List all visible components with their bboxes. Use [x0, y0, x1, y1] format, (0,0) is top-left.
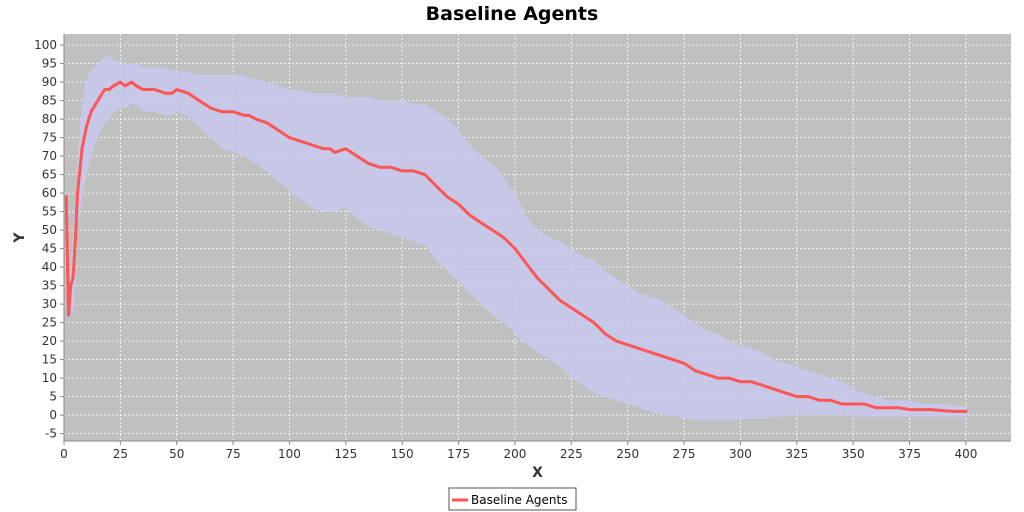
y-tick-label: 30: [42, 297, 57, 311]
x-tick-label: 150: [391, 447, 414, 461]
confidence-band-area: [66, 56, 966, 421]
y-ticks: -5 0 5 10 15 20 25 30 35 40 45 50 55 60 65 70 75 80 85 90 95…: [34, 38, 64, 441]
x-tick-label: 300: [729, 447, 752, 461]
y-tick-label: 100: [34, 38, 57, 52]
y-tick-label: 85: [42, 94, 57, 108]
series-line-baseline-agents: [64, 80, 968, 413]
y-tick-label: 55: [42, 205, 57, 219]
x-ticks: 0 25 50 75 100 125 150 175 200 225 250 275 300 325 350…: [60, 441, 977, 461]
y-axis-label: Y: [12, 232, 28, 244]
x-tick-label: 200: [503, 447, 526, 461]
y-tick-label: 95: [42, 57, 57, 71]
y-tick-label: 65: [42, 168, 57, 182]
y-tick-label: 90: [42, 75, 57, 89]
legend-label: Baseline Agents: [471, 493, 567, 507]
y-tick-label: 25: [42, 316, 57, 330]
x-tick-label: 250: [616, 447, 639, 461]
series-line-layer: [64, 80, 968, 413]
x-tick-label: 225: [560, 447, 583, 461]
y-tick-label: 80: [42, 112, 57, 126]
y-tick-label: 60: [42, 186, 57, 200]
y-tick-label: 0: [49, 408, 57, 422]
chart-title: Baseline Agents: [426, 3, 599, 25]
x-tick-label: 325: [785, 447, 808, 461]
legend: Baseline Agents: [448, 487, 577, 511]
y-tick-label: 50: [42, 223, 57, 237]
y-tick-label: 40: [42, 260, 57, 274]
x-tick-label: 75: [225, 447, 240, 461]
x-tick-label: 50: [169, 447, 184, 461]
x-tick-label: 100: [278, 447, 301, 461]
y-tick-label: 75: [42, 131, 57, 145]
y-tick-label: 70: [42, 149, 57, 163]
confidence-band: [66, 56, 966, 421]
x-axis-label: X: [532, 465, 543, 481]
x-tick-label: 0: [60, 447, 68, 461]
y-tick-label: 35: [42, 279, 57, 293]
x-tick-label: 275: [673, 447, 696, 461]
x-tick-label: 125: [334, 447, 357, 461]
y-tick-label: 15: [42, 353, 57, 367]
legend-box: [448, 487, 577, 511]
y-tick-label: 45: [42, 242, 57, 256]
x-tick-label: 175: [447, 447, 470, 461]
y-tick-label: -5: [45, 427, 57, 441]
y-tick-label: 20: [42, 334, 57, 348]
y-tick-label: 10: [42, 371, 57, 385]
y-tick-label: 5: [49, 390, 57, 404]
x-tick-label: 400: [954, 447, 977, 461]
x-tick-label: 25: [113, 447, 128, 461]
x-tick-label: 375: [898, 447, 921, 461]
x-tick-label: 350: [842, 447, 865, 461]
